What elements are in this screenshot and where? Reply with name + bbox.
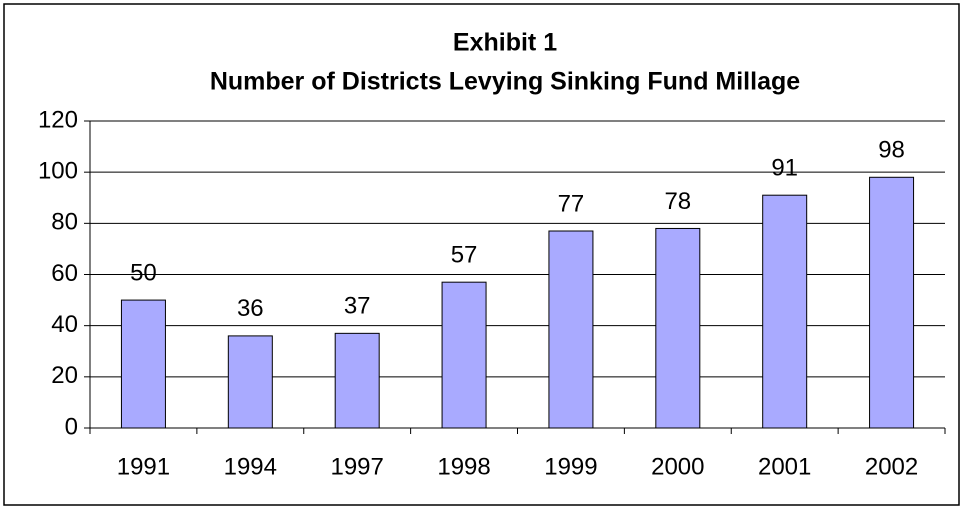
y-tick-label: 40 — [51, 311, 78, 338]
x-tick-label: 2002 — [865, 453, 918, 480]
bar — [655, 227, 701, 429]
bar — [441, 281, 487, 429]
data-label: 57 — [451, 242, 478, 269]
x-tick-label: 1994 — [224, 453, 277, 480]
data-label: 91 — [771, 155, 798, 182]
chart-subtitle: Number of Districts Levying Sinking Fund… — [210, 68, 800, 96]
y-tick-label: 20 — [51, 362, 78, 389]
x-tick-label: 1999 — [544, 453, 597, 480]
bar — [762, 194, 808, 429]
bar — [227, 335, 273, 429]
data-label: 37 — [344, 293, 371, 320]
data-label: 36 — [237, 295, 264, 322]
data-label: 50 — [130, 259, 157, 286]
chart-title: Exhibit 1 — [453, 29, 557, 57]
x-tick-label: 1998 — [437, 453, 490, 480]
bar — [869, 176, 915, 429]
bar — [334, 332, 380, 429]
data-label: 98 — [878, 137, 905, 164]
y-tick-label: 100 — [38, 158, 78, 185]
x-tick-label: 1991 — [117, 453, 170, 480]
x-tick-label: 2000 — [651, 453, 704, 480]
data-label: 77 — [558, 190, 585, 217]
y-tick-label: 120 — [38, 106, 78, 133]
data-label: 78 — [664, 188, 691, 215]
bar — [120, 299, 166, 429]
y-tick-label: 0 — [65, 413, 78, 440]
bar — [548, 230, 594, 429]
x-tick-label: 1997 — [330, 453, 383, 480]
y-tick-label: 60 — [51, 260, 78, 287]
y-tick-label: 80 — [51, 209, 78, 236]
x-tick-label: 2001 — [758, 453, 811, 480]
